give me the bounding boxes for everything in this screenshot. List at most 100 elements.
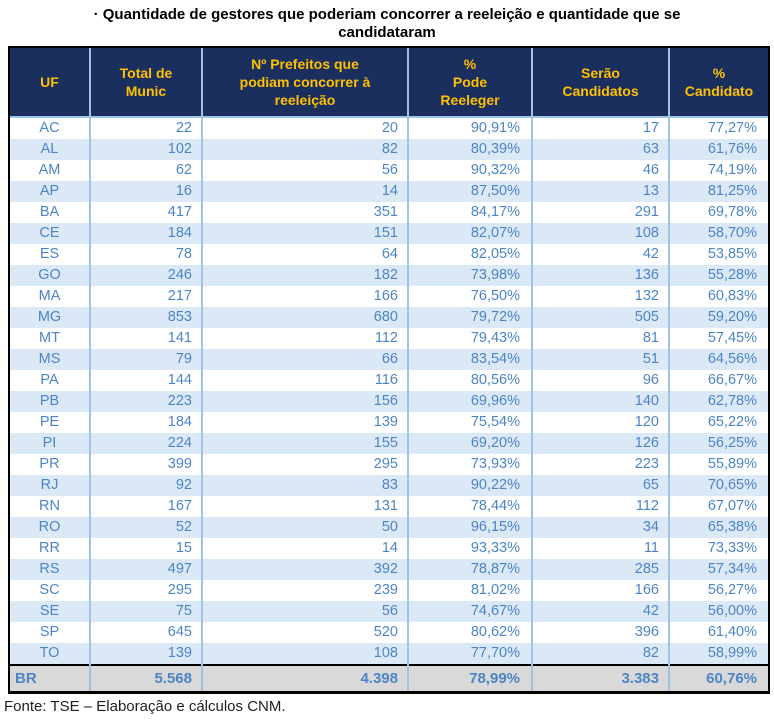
table-row-al: AL 102 82 80,39% 63 61,76% — [10, 138, 768, 160]
cell-prefeitos-podiam-reeleicao: 131 — [201, 495, 408, 517]
table-row-rs: RS 497 392 78,87% 285 57,34% — [10, 558, 768, 580]
cell-uf: BA — [39, 203, 60, 220]
cell-pct-candidato: 67,07% — [668, 495, 768, 517]
cell-pct-pode-reeleger: 90,91% — [407, 116, 532, 139]
cell-serao-candidatos: 136 — [531, 264, 669, 286]
cell-serao-candidatos: 112 — [531, 495, 669, 517]
cell-total-munic: 79 — [89, 348, 202, 370]
table-row-pi: PI 224 155 69,20% 126 56,25% — [10, 432, 768, 454]
cell-pct-pode-reeleger: 90,32% — [407, 159, 532, 181]
cell-prefeitos-podiam-reeleicao: 112 — [201, 327, 408, 349]
cell-uf: AP — [10, 180, 90, 202]
cell-total-munic: 497 — [89, 558, 202, 580]
col-header-uf: UF — [10, 47, 90, 118]
cell-total-munic: 645 — [89, 621, 202, 643]
cell-serao-candidatos: 96 — [531, 369, 669, 391]
cell-pct-candidato: 59,20% — [668, 306, 768, 328]
cell-pct-pode-reeleger: 93,33% — [407, 537, 532, 559]
cell-serao-candidatos: 505 — [531, 306, 669, 328]
cell-pct-candidato: 60,83% — [668, 285, 768, 307]
cell-uf: AC — [39, 119, 60, 136]
cell-prefeitos-podiam-reeleicao: 392 — [201, 558, 408, 580]
col-header-pct-candidato: % Candidato — [668, 47, 768, 118]
cell-pct-candidato: 81,25% — [668, 180, 768, 202]
cell-serao-candidatos: 65 — [531, 474, 669, 496]
cell-serao-candidatos: 108 — [531, 222, 669, 244]
total-cell-pct-candidato: 60,76% — [668, 663, 768, 691]
cell-pct-pode-reeleger: 79,72% — [407, 306, 532, 328]
cell-uf: RN — [39, 497, 60, 514]
cell-pct-candidato: 77,27% — [668, 116, 768, 139]
cell-pct-pode-reeleger: 90,22% — [407, 474, 532, 496]
cell-prefeitos-podiam-reeleicao: 166 — [201, 285, 408, 307]
cell-uf: PA — [40, 371, 59, 388]
cell-pct-pode-reeleger: 69,20% — [407, 432, 532, 454]
cell-uf: AM — [38, 161, 61, 178]
cell-prefeitos-podiam-reeleicao: 351 — [201, 201, 408, 223]
table-row-pb: PB 223 156 69,96% 140 62,78% — [10, 390, 768, 412]
cell-total-munic: 399 — [89, 453, 202, 475]
cell-pct-pode-reeleger: 73,93% — [407, 453, 532, 475]
cell-serao-candidatos: 81 — [531, 327, 669, 349]
cell-pct-pode-reeleger: 96,15% — [407, 516, 532, 538]
cell-serao-candidatos: 51 — [531, 348, 669, 370]
cell-pct-pode-reeleger: 83,54% — [407, 348, 532, 370]
table-row-am: AM 62 56 90,32% 46 74,19% — [10, 159, 768, 181]
table-row-sp: SP 645 520 80,62% 396 61,40% — [10, 621, 768, 643]
cell-serao-candidatos: 11 — [531, 537, 669, 559]
table-row-rn: RN 167 131 78,44% 112 67,07% — [10, 495, 768, 517]
cell-prefeitos-podiam-reeleicao: 66 — [201, 348, 408, 370]
cell-uf: MA — [38, 287, 61, 304]
cell-prefeitos-podiam-reeleicao: 64 — [201, 243, 408, 265]
table-row-sc: SC 295 239 81,02% 166 56,27% — [10, 579, 768, 601]
cell-pct-pode-reeleger: 80,56% — [407, 369, 532, 391]
cell-total-munic: 224 — [89, 432, 202, 454]
source-note: Fonte: TSE – Elaboração e cálculos CNM. — [4, 697, 286, 715]
cell-pct-pode-reeleger: 80,39% — [407, 138, 532, 160]
cell-serao-candidatos: 132 — [531, 285, 669, 307]
cell-prefeitos-podiam-reeleicao: 14 — [201, 180, 408, 202]
cell-prefeitos-podiam-reeleicao: 139 — [201, 411, 408, 433]
cell-pct-pode-reeleger: 73,98% — [407, 264, 532, 286]
cell-pct-candidato: 56,00% — [668, 600, 768, 622]
col-header-prefeitos-podiam-reeleicao: Nº Prefeitos que podiam concorrer à reel… — [201, 47, 408, 118]
cell-pct-pode-reeleger: 76,50% — [407, 285, 532, 307]
table-row-to: TO 139 108 77,70% 82 58,99% — [10, 642, 768, 665]
cell-pct-candidato: 58,70% — [668, 222, 768, 244]
total-cell-prefeitos-podiam-reeleicao: 4.398 — [201, 663, 408, 691]
table-row-mg: MG 853 680 79,72% 505 59,20% — [10, 306, 768, 328]
cell-pct-candidato: 53,85% — [668, 243, 768, 265]
cell-pct-candidato: 57,45% — [668, 327, 768, 349]
cell-total-munic: 16 — [89, 180, 202, 202]
cell-pct-candidato: 69,78% — [668, 201, 768, 223]
total-cell-uf: BR — [10, 663, 90, 691]
cell-prefeitos-podiam-reeleicao: 151 — [201, 222, 408, 244]
page-title: · Quantidade de gestores que poderiam co… — [93, 6, 681, 42]
cell-serao-candidatos: 42 — [531, 600, 669, 622]
cell-serao-candidatos: 13 — [531, 180, 669, 202]
cell-total-munic: 144 — [89, 369, 202, 391]
cell-pct-pode-reeleger: 84,17% — [407, 201, 532, 223]
cell-pct-pode-reeleger: 79,43% — [407, 327, 532, 349]
cell-total-munic: 184 — [89, 411, 202, 433]
cell-serao-candidatos: 291 — [531, 201, 669, 223]
cell-pct-pode-reeleger: 82,07% — [407, 222, 532, 244]
cell-pct-candidato: 58,99% — [668, 642, 768, 665]
cell-serao-candidatos: 126 — [531, 432, 669, 454]
cell-prefeitos-podiam-reeleicao: 520 — [201, 621, 408, 643]
cell-pct-pode-reeleger: 77,70% — [407, 642, 532, 665]
cell-serao-candidatos: 166 — [531, 579, 669, 601]
cell-serao-candidatos: 396 — [531, 621, 669, 643]
table-row-pe: PE 184 139 75,54% 120 65,22% — [10, 411, 768, 433]
cell-pct-candidato: 65,22% — [668, 411, 768, 433]
cell-pct-pode-reeleger: 87,50% — [407, 180, 532, 202]
cell-pct-candidato: 62,78% — [668, 390, 768, 412]
table-row-se: SE 75 56 74,67% 42 56,00% — [10, 600, 768, 622]
cell-total-munic: 246 — [89, 264, 202, 286]
cell-pct-pode-reeleger: 81,02% — [407, 579, 532, 601]
cell-pct-pode-reeleger: 74,67% — [407, 600, 532, 622]
table-row-pa: PA 144 116 80,56% 96 66,67% — [10, 369, 768, 391]
cell-prefeitos-podiam-reeleicao: 116 — [201, 369, 408, 391]
cell-prefeitos-podiam-reeleicao: 156 — [201, 390, 408, 412]
cell-uf: SE — [10, 600, 90, 622]
